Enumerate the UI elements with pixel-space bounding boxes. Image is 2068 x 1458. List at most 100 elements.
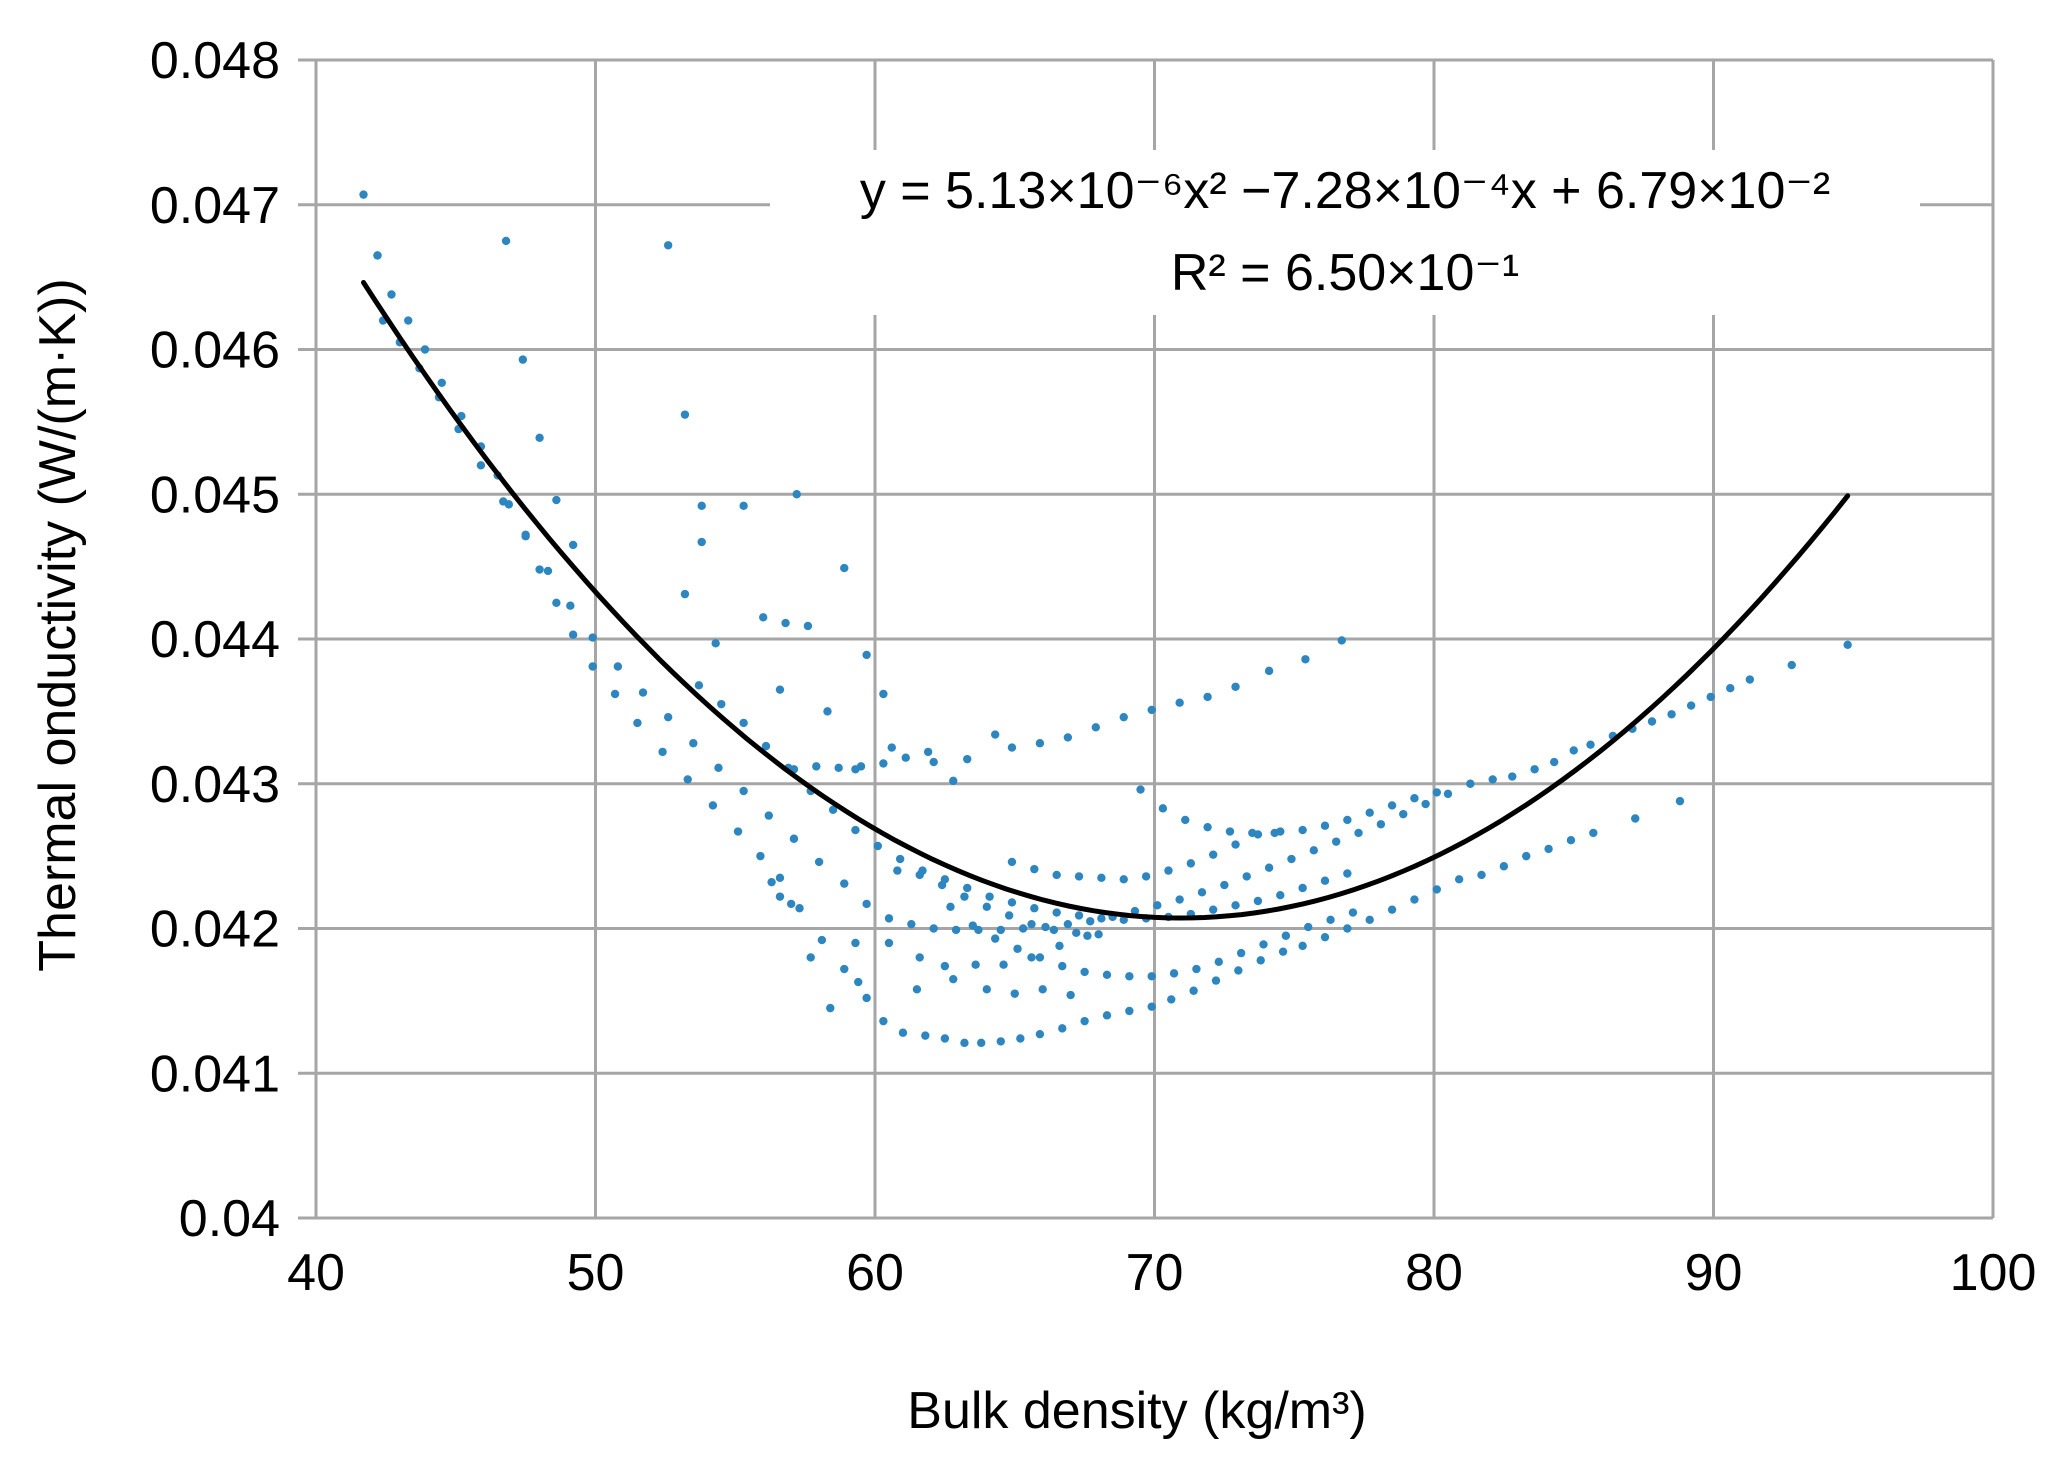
data-point (1287, 854, 1296, 864)
data-point (499, 497, 508, 506)
data-point (552, 598, 561, 608)
data-point (851, 938, 860, 948)
data-point (1102, 970, 1112, 980)
data-point (1399, 809, 1408, 819)
data-point (884, 938, 894, 948)
data-point (792, 490, 801, 499)
data-point (1843, 640, 1852, 649)
data-point (1276, 891, 1285, 900)
data-point (404, 316, 413, 325)
data-point (786, 899, 796, 909)
data-point (420, 345, 430, 354)
data-point (862, 650, 871, 660)
data-point (658, 747, 667, 757)
data-point (887, 743, 896, 752)
y-axis-title: Thermal onductivity (W/(m·K)) (29, 278, 87, 971)
data-point (1063, 919, 1073, 929)
y-tick-label: 0.045 (150, 466, 280, 524)
data-point (1787, 660, 1796, 670)
data-point (940, 961, 950, 971)
data-point (990, 730, 1000, 739)
data-point (1298, 825, 1307, 835)
data-point (1248, 828, 1257, 838)
data-point (1167, 995, 1176, 1004)
y-tick-label: 0.04 (179, 1190, 280, 1248)
data-point (990, 934, 1000, 943)
data-point (1443, 789, 1453, 799)
data-point (1589, 828, 1598, 838)
data-point (781, 618, 790, 628)
data-point (610, 689, 620, 699)
data-point (946, 902, 955, 911)
data-point (1136, 785, 1145, 794)
data-point (915, 953, 924, 962)
data-point (1203, 822, 1212, 832)
data-point (898, 1028, 908, 1037)
data-point (535, 433, 544, 442)
data-point (1522, 851, 1531, 861)
data-point (996, 1037, 1005, 1046)
data-point (1125, 1006, 1134, 1016)
data-point (840, 563, 849, 573)
data-point (1158, 804, 1168, 813)
data-point (387, 290, 396, 299)
data-point (1153, 901, 1162, 910)
data-point (437, 378, 446, 387)
data-point (862, 993, 871, 1003)
data-point (960, 892, 969, 901)
data-point (1007, 857, 1017, 867)
data-point (1220, 880, 1229, 890)
data-point (518, 355, 528, 364)
data-point (1477, 870, 1486, 880)
data-point (1208, 850, 1218, 859)
data-point (1343, 924, 1352, 933)
x-tick-label: 90 (1685, 1244, 1743, 1302)
data-point (851, 765, 860, 774)
data-point (1320, 932, 1330, 942)
x-tick-label: 50 (567, 1244, 625, 1302)
data-point (761, 741, 771, 751)
data-point (1259, 940, 1268, 949)
data-point (795, 904, 804, 913)
data-point (1074, 872, 1084, 881)
y-tick-label: 0.041 (150, 1045, 280, 1103)
data-point (982, 985, 991, 994)
y-axis-tick-labels: 0.04 0.041 0.042 0.043 0.044 0.045 0.046 0.047 0… (150, 32, 280, 1248)
data-point (826, 1003, 835, 1013)
data-point (1094, 930, 1103, 939)
data-point (1027, 953, 1036, 962)
data-point (1253, 896, 1263, 906)
data-point (683, 775, 692, 784)
data-point (982, 902, 991, 911)
y-tick-label: 0.043 (150, 756, 280, 814)
data-point (1102, 1011, 1112, 1020)
data-point (1007, 898, 1017, 907)
data-point (1454, 875, 1464, 884)
data-point (834, 763, 843, 773)
data-point (633, 718, 642, 728)
data-point (733, 827, 743, 836)
data-point (1058, 1024, 1067, 1033)
data-point (689, 739, 698, 748)
data-point (1035, 739, 1045, 748)
data-point (708, 801, 718, 810)
data-point (812, 762, 821, 771)
data-point (823, 707, 832, 716)
data-point (1343, 815, 1352, 825)
data-point (977, 1038, 986, 1048)
data-point (1181, 815, 1190, 825)
data-point (1320, 821, 1330, 830)
data-point (1052, 908, 1061, 917)
data-point (1365, 808, 1374, 817)
data-point (1074, 911, 1084, 920)
data-point (1337, 636, 1346, 645)
data-point (854, 977, 863, 987)
data-point (1010, 989, 1019, 998)
data-point (1125, 972, 1134, 981)
data-point (1508, 772, 1517, 781)
data-point (680, 589, 690, 599)
data-point (476, 461, 486, 470)
data-point (1432, 788, 1441, 797)
data-point (1264, 666, 1274, 676)
